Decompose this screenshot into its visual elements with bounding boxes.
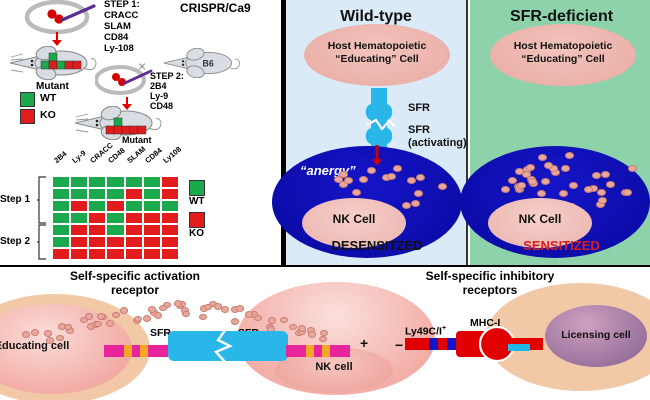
svg-text:B6: B6 bbox=[202, 59, 213, 69]
